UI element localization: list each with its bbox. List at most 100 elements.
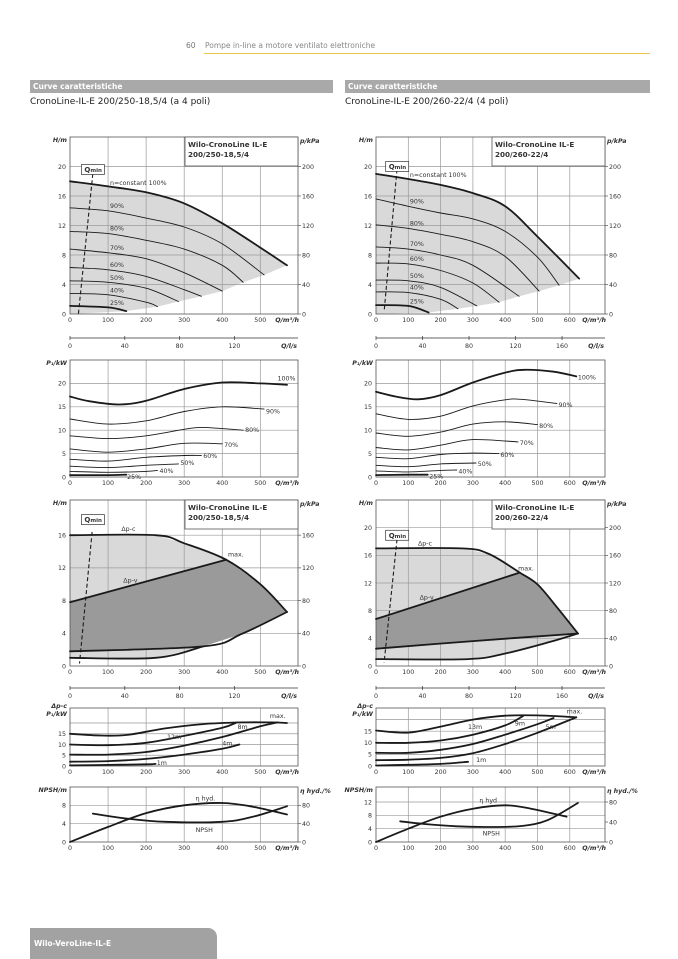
x2-axis-label: Q/l/s: [588, 343, 604, 350]
x-tick-label: 400: [499, 480, 511, 487]
x-tick-label: 400: [216, 845, 228, 852]
y2-tick-label: 120: [302, 565, 314, 572]
x2-axis-label: Q/l/s: [281, 343, 297, 350]
x-tick-label: 300: [178, 317, 190, 324]
model-title-right: CronoLine-IL-E 200/260-22/4 (4 poli): [345, 97, 509, 107]
x-tick-label: 600: [564, 480, 576, 487]
x-tick-label: 300: [467, 669, 479, 676]
curve-label: 70%: [410, 241, 424, 248]
x-axis-label: Q/m³/h: [275, 669, 299, 676]
x-tick-label: 100: [102, 480, 114, 487]
chart-3: max. 12m 8m 4m 1m 0 100 200 300 400 500 0 5 10 15 Δp-cP…: [46, 703, 299, 776]
x-tick-label: 100: [102, 845, 114, 852]
y-axis-label: P₁/kW: [46, 360, 68, 367]
series-40%: [375, 291, 459, 310]
x-tick-label: 600: [564, 845, 576, 852]
x-axis-label: Q/m³/h: [275, 480, 299, 487]
curve-label: 25%: [127, 474, 141, 481]
series-80%: [69, 426, 244, 440]
y2-tick-label: 160: [302, 532, 314, 539]
x-tick-label: 500: [254, 669, 266, 676]
qmin-line: [77, 173, 94, 315]
y-tick-label: 0: [62, 474, 66, 481]
y2-tick-label: 0: [302, 663, 306, 670]
curve-label: 8m: [237, 724, 247, 731]
y-tick-label: 8: [62, 598, 66, 605]
series-13m: [375, 715, 524, 744]
x-tick-label: 600: [564, 317, 576, 324]
footer-series-tab[interactable]: Wilo-VeroLine-IL-E: [30, 928, 217, 959]
y-tick-label: 12: [364, 580, 372, 587]
x2-tick-label: 40: [121, 693, 129, 700]
x-tick-label: 500: [531, 480, 543, 487]
curve-label: max.: [518, 566, 534, 573]
curve-label: Δp-v: [420, 595, 434, 602]
x2-tick-label: 40: [419, 343, 427, 350]
x-tick-label: 500: [254, 769, 266, 776]
x-tick-label: 300: [467, 317, 479, 324]
y-tick-label: 16: [58, 532, 66, 539]
curve-label: Δp-c: [121, 526, 136, 533]
x-axis-label: Q/m³/h: [275, 845, 299, 852]
series-1m: [69, 763, 157, 767]
series-12m: [69, 722, 237, 747]
qmin-label: Qmin: [389, 532, 407, 540]
x-axis-label: Q/m³/h: [582, 845, 606, 852]
y-axis-label: H/m: [359, 500, 374, 507]
series-100%: [69, 180, 288, 267]
x2-axis-label: Q/l/s: [281, 693, 297, 700]
qmin-label: Qmin: [84, 166, 102, 174]
x-tick-label: 0: [68, 480, 72, 487]
y2-tick-label: 80: [302, 252, 310, 259]
x-tick-label: 0: [374, 317, 378, 324]
y-tick-label: 4: [62, 282, 66, 289]
x-tick-label: 0: [68, 669, 72, 676]
x-tick-label: 0: [68, 769, 72, 776]
y-tick-label: 10: [364, 428, 372, 435]
series-50%: [69, 463, 179, 469]
series-90%: [69, 406, 265, 425]
x-tick-label: 400: [499, 845, 511, 852]
x-tick-label: 200: [140, 769, 152, 776]
x-tick-label: 100: [402, 480, 414, 487]
y2-tick-label: 120: [609, 580, 621, 587]
page-number: 60: [186, 41, 196, 50]
curve-label: 90%: [410, 198, 424, 205]
series-η hyd.: [69, 802, 288, 843]
series-max.: [69, 721, 288, 737]
model-title-line: 200/260-22/4: [495, 513, 548, 522]
series-1m: [375, 760, 469, 767]
curve-label: NPSH: [196, 827, 214, 834]
chart-0: Qmin n=constant 100% 90% 80% 70% 60% 50% 40% 25%…: [53, 136, 319, 350]
x-tick-label: 100: [402, 317, 414, 324]
x2-tick-label: 80: [176, 343, 184, 350]
curve-label: 50%: [110, 275, 124, 282]
x-tick-label: 300: [467, 845, 479, 852]
y-tick-label: 20: [58, 164, 66, 171]
curve-label: η hyd.: [196, 795, 216, 802]
series-90%: [375, 198, 560, 286]
x-axis-label: Q/m³/h: [582, 769, 606, 776]
curve-label: 70%: [520, 440, 534, 447]
curve-label: 50%: [410, 273, 424, 280]
x-tick-label: 100: [402, 769, 414, 776]
x2-tick-label: 160: [556, 343, 568, 350]
curve-label: 60%: [110, 262, 124, 269]
curve-label: 50%: [180, 460, 194, 467]
x-tick-label: 400: [499, 669, 511, 676]
page-header-title: Pompe in-line a motore ventilato elettro…: [205, 41, 376, 50]
series-Δp-c: [69, 533, 288, 613]
series-Δp-v: [69, 558, 227, 604]
y2-tick-label: 40: [609, 282, 617, 289]
area-dp-v-range: [70, 559, 287, 652]
series-60%: [375, 262, 500, 303]
y-axis-label: P₁/kW: [352, 360, 374, 367]
x-tick-label: 500: [531, 317, 543, 324]
y2-tick-label: 160: [302, 193, 314, 200]
y-axis-label: H/m: [53, 137, 68, 144]
series-min: [375, 632, 579, 661]
curve-label: 4m: [222, 740, 232, 747]
y-axis-label: H/m: [53, 500, 68, 507]
series-5m: [375, 716, 578, 762]
series-60%: [375, 452, 500, 460]
